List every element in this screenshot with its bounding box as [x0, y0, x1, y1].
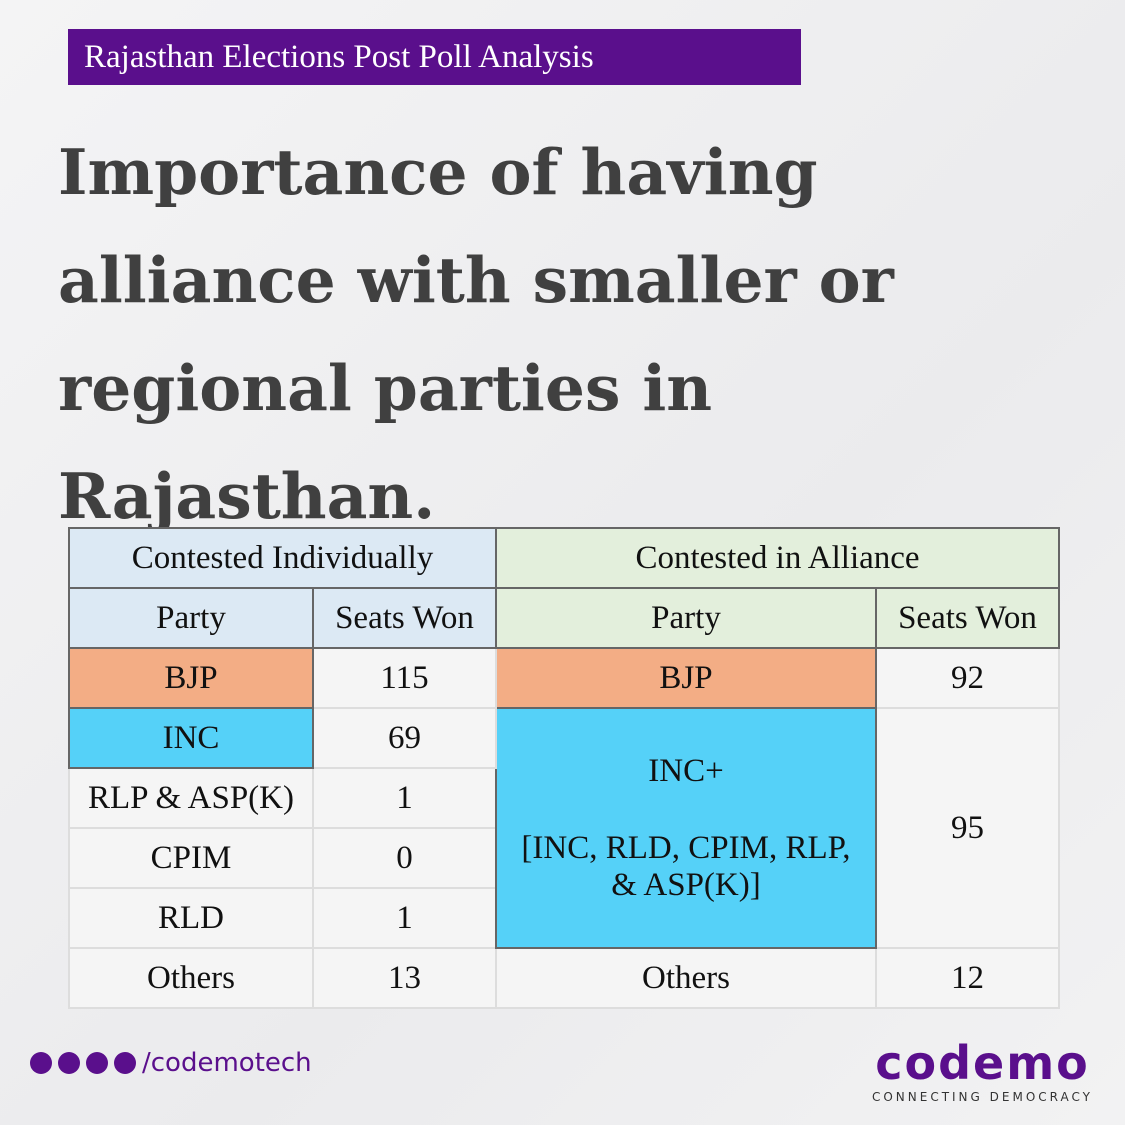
column-header: Seats Won	[875, 587, 1060, 649]
row: Contested Individually Contested in Allia…	[68, 527, 1060, 589]
party-name: INC+	[648, 752, 724, 789]
seats: 12	[875, 947, 1060, 1009]
title-line: Importance of having	[58, 135, 818, 209]
column-header: Party	[495, 587, 877, 649]
seats: 69	[312, 707, 497, 769]
linkedin-icon[interactable]	[114, 1052, 136, 1074]
party: RLD	[68, 887, 314, 949]
column-header: Seats Won	[312, 587, 497, 649]
title-line: alliance with smaller or	[58, 243, 894, 317]
facebook-icon[interactable]	[30, 1052, 52, 1074]
seats: 115	[312, 647, 497, 709]
row: CPIM 0	[68, 827, 1059, 889]
seats: 1	[312, 767, 497, 829]
party: CPIM	[68, 827, 314, 889]
seats: 92	[875, 647, 1060, 709]
party: Others	[68, 947, 314, 1009]
party: Others	[495, 947, 877, 1009]
social: /codemotech	[30, 1048, 312, 1078]
x-icon[interactable]	[86, 1052, 108, 1074]
party-members: [INC, RLD, CPIM, RLP, & ASP(K)]	[521, 829, 851, 903]
seats: 1	[312, 887, 497, 949]
handle: /codemotech	[142, 1048, 312, 1078]
tagline: CONNECTING DEMOCRACY	[871, 1090, 1093, 1104]
brand-name: codemo	[875, 1036, 1090, 1090]
row: RLP & ASP(K) 1	[68, 767, 1059, 829]
group-heading: Contested Individually	[68, 527, 497, 589]
party-name: Others	[642, 959, 730, 996]
seat-table: Contested Individually Contested in Allia…	[68, 527, 1060, 1009]
title: Importance of having alliance with smalle…	[58, 118, 894, 550]
party: RLP & ASP(K)	[68, 767, 314, 829]
row: INC 69 INC+ [INC, RLD, CPIM, RLP, & ASP(K)]…	[68, 707, 1060, 949]
party-name: BJP	[659, 659, 713, 696]
title-line: Rajasthan.	[58, 459, 436, 533]
row: Party Seats Won Party Seats Won	[68, 587, 1060, 649]
seats: 95	[875, 707, 1060, 949]
party: BJP	[68, 647, 314, 709]
row: BJP 115 BJP 92	[68, 647, 1060, 709]
party: BJP	[495, 647, 877, 709]
seats: 13	[312, 947, 497, 1009]
row: Others 13 Others 12	[68, 947, 1060, 1009]
header-label: Rajasthan Elections Post Poll Analysis	[68, 29, 801, 85]
column-header: Party	[68, 587, 314, 649]
title-line: regional parties in	[58, 351, 713, 425]
brand: codemo CONNECTING DEMOCRACY	[872, 1036, 1093, 1104]
party: INC+ [INC, RLD, CPIM, RLP, & ASP(K)]	[495, 707, 877, 949]
party: INC	[68, 707, 314, 769]
seats: 0	[312, 827, 497, 889]
group-heading: Contested in Alliance	[495, 527, 1060, 589]
instagram-icon[interactable]	[58, 1052, 80, 1074]
row: RLD 1	[68, 887, 1059, 949]
